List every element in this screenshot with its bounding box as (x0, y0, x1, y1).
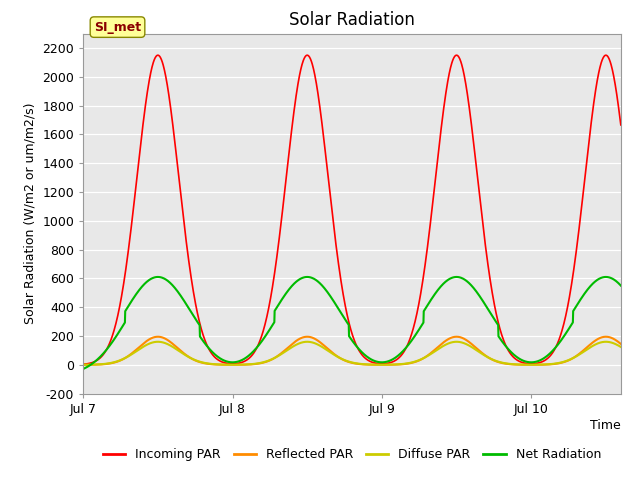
Diffuse PAR (310, 340, 317, 346)
Diffuse PAR (79, 362, 87, 368)
Title: Solar Radiation: Solar Radiation (289, 11, 415, 29)
Reflected PAR (79, 362, 87, 368)
Text: SI_met: SI_met (94, 21, 141, 34)
Incoming PAR (543, 356, 550, 362)
Diffuse PAR (425, 352, 433, 358)
Legend: Incoming PAR, Reflected PAR, Diffuse PAR, Net Radiation: Incoming PAR, Reflected PAR, Diffuse PAR… (98, 443, 606, 466)
Reflected PAR (543, 361, 550, 367)
Net Radiation (425, 300, 433, 306)
Diffuse PAR (617, 344, 625, 350)
Reflected PAR (617, 341, 625, 347)
Incoming PAR (365, 358, 373, 364)
Line: Incoming PAR: Incoming PAR (83, 55, 621, 364)
Line: Net Radiation: Net Radiation (83, 277, 621, 369)
Net Radiation (365, 355, 373, 361)
Incoming PAR (602, 52, 610, 58)
Text: Time: Time (590, 419, 621, 432)
Y-axis label: Solar Radiation (W/m2 or um/m2/s): Solar Radiation (W/m2 or um/m2/s) (24, 103, 36, 324)
Diffuse PAR (543, 361, 550, 367)
Diffuse PAR (602, 339, 610, 345)
Line: Diffuse PAR: Diffuse PAR (83, 342, 621, 365)
Incoming PAR (111, 324, 119, 330)
Diffuse PAR (319, 344, 326, 350)
Net Radiation (452, 274, 460, 280)
Incoming PAR (310, 68, 317, 73)
Net Radiation (79, 366, 87, 372)
Net Radiation (543, 353, 551, 359)
Reflected PAR (319, 341, 326, 347)
Incoming PAR (617, 122, 625, 128)
Incoming PAR (425, 234, 433, 240)
Net Radiation (617, 283, 625, 288)
Net Radiation (319, 283, 326, 289)
Reflected PAR (111, 360, 119, 365)
Diffuse PAR (111, 359, 119, 365)
Reflected PAR (602, 334, 610, 340)
Incoming PAR (319, 126, 326, 132)
Reflected PAR (310, 336, 317, 341)
Diffuse PAR (365, 361, 373, 367)
Line: Reflected PAR: Reflected PAR (83, 337, 621, 365)
Reflected PAR (425, 352, 433, 358)
Net Radiation (310, 276, 317, 282)
Incoming PAR (79, 361, 87, 367)
Net Radiation (111, 336, 119, 341)
Reflected PAR (365, 362, 373, 368)
